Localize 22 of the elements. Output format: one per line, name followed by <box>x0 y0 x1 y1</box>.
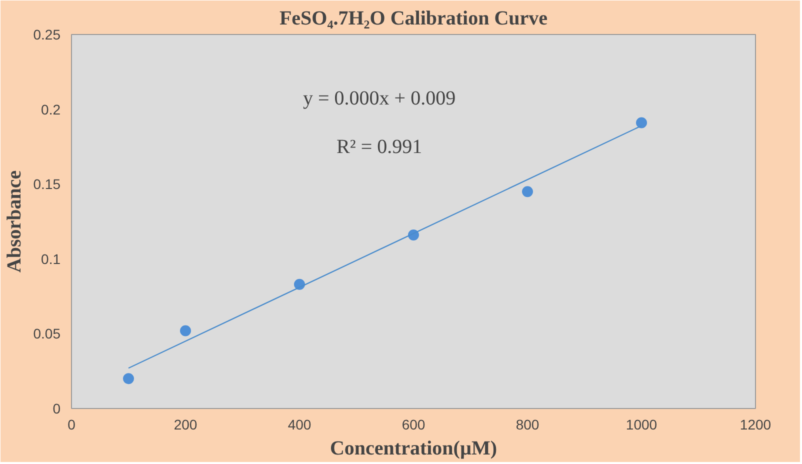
point <box>636 117 647 128</box>
x-tick-label: 600 <box>402 416 426 432</box>
x-tick-label: 400 <box>288 416 312 432</box>
y-tick-label: 0.25 <box>33 26 61 42</box>
annotation: R² = 0.991 <box>336 136 422 158</box>
x-tick-label: 0 <box>68 416 76 432</box>
y-tick-label: 0.05 <box>33 326 61 342</box>
y-tick-label: 0 <box>52 400 61 416</box>
y-axis-title: Absorbance <box>3 170 26 273</box>
y-tick-label: 0.1 <box>41 250 61 267</box>
point <box>522 186 533 198</box>
y-tick-label: 0.2 <box>41 101 61 118</box>
x-tick-label: 1000 <box>626 416 658 432</box>
x-tick-label: 1200 <box>740 416 772 432</box>
x-tick-label: 200 <box>174 416 198 432</box>
annotation: y = 0.000x + 0.009 <box>303 87 456 110</box>
x-axis-title: Concentration(µM) <box>330 438 498 460</box>
y-tick-label: 0.15 <box>33 176 61 192</box>
chart-title: FeSO₄.7H₂O Calibration Curve <box>279 8 548 30</box>
x-tick-label: 800 <box>516 416 540 432</box>
point <box>180 325 191 336</box>
point <box>123 373 134 384</box>
